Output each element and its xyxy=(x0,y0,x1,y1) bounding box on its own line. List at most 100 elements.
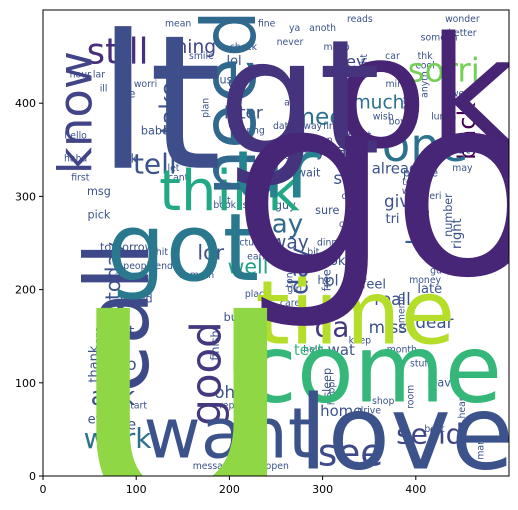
word-shit: shit xyxy=(151,247,168,258)
x-tick-label: 200 xyxy=(219,483,240,496)
word-well: well xyxy=(228,254,269,278)
word-month: month xyxy=(387,345,417,356)
word-anyth: anyth xyxy=(420,71,431,98)
word-tonight: tonight xyxy=(284,254,295,288)
word-dinner: dinner xyxy=(317,238,347,249)
word-way: way xyxy=(271,233,309,254)
word-actual: actual xyxy=(234,238,263,249)
word-heart: heart xyxy=(457,393,468,418)
word-wait: wait xyxy=(297,167,321,180)
word-happi: happi xyxy=(326,379,337,405)
word-told: told xyxy=(402,177,420,188)
word-lot: lot xyxy=(219,196,231,207)
word-ill: ill xyxy=(100,84,108,95)
word-mani: mani xyxy=(476,436,487,459)
word-late: late xyxy=(417,282,442,297)
x-tick-label: 0 xyxy=(40,483,47,496)
word-class: class xyxy=(339,219,362,230)
word-messag: messag xyxy=(193,461,229,472)
word-even: even xyxy=(88,413,120,428)
word-much: much xyxy=(353,93,405,114)
word-look: look xyxy=(318,254,346,269)
word-need: need xyxy=(186,10,273,196)
word-went: went xyxy=(451,88,474,99)
word-night: night xyxy=(359,54,370,78)
x-axis: 0 100 200 300 400 xyxy=(40,476,426,496)
word-end: end xyxy=(155,261,173,272)
word-want: want xyxy=(144,394,316,475)
word-room: room xyxy=(406,385,417,409)
word-lt: lt xyxy=(97,0,222,212)
word-keep: keep xyxy=(349,335,371,346)
word-earli: earli xyxy=(247,251,267,262)
word-thank: thank xyxy=(87,345,102,383)
word-meet: meet xyxy=(292,104,353,131)
word-mind: mind xyxy=(385,79,409,90)
word-better: better xyxy=(448,28,477,39)
word-love: love xyxy=(299,375,514,494)
word-tell: tell xyxy=(133,147,177,180)
word-nice: nice xyxy=(308,312,328,323)
word-msg: msg xyxy=(87,185,111,198)
word-u: u xyxy=(65,166,301,510)
word-ca: ca xyxy=(348,236,363,251)
word-hello: hello xyxy=(64,130,87,141)
word-sure: sure xyxy=(315,204,339,217)
word-finish: finish xyxy=(209,330,222,360)
y-tick-label: 400 xyxy=(15,97,36,110)
word-alway: alway xyxy=(295,121,323,132)
word-care: care xyxy=(280,298,300,309)
word-yeah: yeah xyxy=(316,140,357,160)
word-long: long xyxy=(271,149,291,160)
word-liao: liao xyxy=(249,312,266,323)
word-someth: someth xyxy=(179,270,214,281)
word-check: check xyxy=(230,42,258,53)
word-call: call xyxy=(66,242,169,394)
plot-background xyxy=(43,10,509,476)
word-work: work xyxy=(84,422,153,455)
word-later: later xyxy=(224,103,263,123)
word-dat: dat xyxy=(273,121,289,132)
word-babe: babe xyxy=(141,125,169,138)
word-lunch: lunch xyxy=(431,112,456,123)
word-repli: repli xyxy=(219,401,239,412)
word-time: time xyxy=(255,261,455,364)
word-around: around xyxy=(401,77,412,110)
word-home: home xyxy=(320,402,362,420)
word-guy: guy xyxy=(275,199,296,212)
word-dont: dont xyxy=(101,323,135,341)
word-give: give xyxy=(384,191,420,211)
word-everi: everi xyxy=(418,191,441,202)
word-ah: ah xyxy=(284,98,296,109)
word-shop: shop xyxy=(372,396,394,407)
word-boy: boy xyxy=(389,116,407,127)
word-wish: wish xyxy=(373,112,394,123)
word-money: money xyxy=(409,275,441,286)
y-tick-label: 100 xyxy=(15,377,36,390)
word-life: life xyxy=(118,87,135,100)
word-wonder: wonder xyxy=(445,14,480,25)
word-stuff: stuff xyxy=(410,359,431,370)
word-n: n xyxy=(232,351,246,377)
word-hey: hey xyxy=(335,51,366,71)
word-wat: wat xyxy=(328,341,355,359)
word-person: person xyxy=(288,144,320,155)
word-ask: ask xyxy=(91,382,137,412)
word-happen: happen xyxy=(254,461,289,472)
word-today: today xyxy=(101,242,125,300)
word-leav: leav xyxy=(427,376,451,389)
word-still: still xyxy=(87,31,149,72)
word-amp: amp xyxy=(114,269,139,282)
word-pl: pl xyxy=(325,271,339,289)
word-co: co xyxy=(117,354,137,374)
word-send: send xyxy=(396,418,463,451)
word-alreadi: alreadi xyxy=(372,159,423,177)
word-hope: hope xyxy=(402,185,430,245)
word-back: back xyxy=(453,102,481,159)
x-tick-label: 400 xyxy=(405,483,426,496)
word-one: one xyxy=(382,118,469,172)
word-friend: friend xyxy=(120,292,153,305)
word-cant: cant xyxy=(168,172,189,183)
word-use: use xyxy=(219,73,239,86)
